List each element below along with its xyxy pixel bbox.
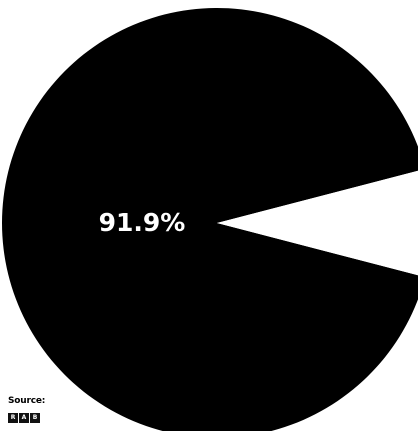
pie-slice-major bbox=[1, 8, 418, 431]
pie-slices bbox=[1, 8, 418, 431]
pie-slice-minor bbox=[217, 170, 418, 276]
source-logo: R A B bbox=[8, 413, 40, 423]
source-label: Source: bbox=[8, 396, 46, 406]
logo-letter: B bbox=[30, 413, 40, 423]
logo-letter: R bbox=[8, 413, 18, 423]
slice-value-label: 91.9% bbox=[99, 208, 186, 237]
logo-letter: A bbox=[19, 413, 29, 423]
